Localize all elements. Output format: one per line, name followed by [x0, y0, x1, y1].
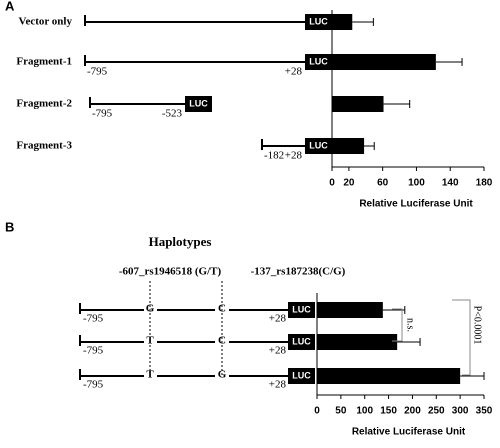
- allele: T: [146, 335, 154, 347]
- position-label: -795: [83, 313, 104, 325]
- position-label: -795: [83, 345, 104, 357]
- x-tick-label: 200: [404, 406, 421, 417]
- bar: [317, 334, 398, 350]
- x-tick-label: 250: [428, 406, 445, 417]
- bar: [317, 368, 461, 384]
- position-label: -795: [87, 66, 108, 78]
- luc-box: [185, 96, 212, 112]
- bracket: [392, 308, 403, 342]
- subtitle: Haplotypes: [149, 234, 212, 249]
- x-tick-label: 0: [329, 178, 335, 189]
- category-label: Vector only: [19, 16, 73, 28]
- bar: [332, 54, 436, 70]
- position-label: -795: [92, 108, 113, 120]
- panel-label: A: [5, 0, 15, 13]
- bracket: [452, 299, 471, 376]
- position-label: +28: [269, 345, 287, 357]
- luc-box: [305, 138, 332, 154]
- bar: [332, 96, 384, 112]
- luc-box: [305, 54, 332, 70]
- allele: C: [218, 335, 226, 347]
- category-label: Fragment-2: [16, 98, 72, 110]
- bar: [317, 302, 383, 318]
- position-label: -182: [264, 150, 284, 162]
- error-bar: [352, 18, 374, 26]
- allele: G: [146, 303, 155, 315]
- panel-label: B: [5, 219, 14, 234]
- x-tick-label: 0: [314, 406, 320, 417]
- bar: [332, 138, 365, 154]
- luc-box: [288, 334, 315, 350]
- x-tick-label: 100: [356, 406, 373, 417]
- x-tick-label: 50: [335, 406, 347, 417]
- annotation: P<0.0001: [472, 306, 483, 345]
- snp-label: -607_rs1946518 (G/T): [119, 266, 222, 278]
- error-bar: [383, 100, 411, 108]
- luc-label: LUC: [292, 304, 311, 314]
- position-label: +28: [269, 313, 287, 325]
- snp-label: -137_rs187238(C/G): [251, 266, 346, 278]
- allele: C: [218, 303, 226, 315]
- x-tick-label: 100: [408, 178, 425, 189]
- position-label: +28: [285, 66, 303, 78]
- luc-box: [305, 14, 332, 30]
- x-tick-label: 140: [442, 178, 459, 189]
- error-bar: [382, 306, 406, 314]
- error-bar: [435, 58, 463, 66]
- allele: T: [146, 369, 154, 381]
- position-label: +28: [285, 150, 303, 162]
- category-label: Fragment-1: [16, 56, 72, 68]
- luc-box: [288, 302, 315, 318]
- x-tick-label: 60: [377, 178, 389, 189]
- position-label: +28: [269, 379, 287, 391]
- luc-label: LUC: [292, 370, 311, 380]
- x-tick-label: 350: [476, 406, 493, 417]
- x-tick-label: 180: [476, 178, 493, 189]
- x-axis-label: Relative Luciferase Unit: [352, 427, 466, 438]
- annotation: n.s.: [405, 318, 416, 332]
- x-tick-label: 150: [380, 406, 397, 417]
- error-bar: [397, 338, 421, 346]
- x-tick-label: 300: [452, 406, 469, 417]
- position-label: -523: [162, 108, 183, 120]
- error-bar: [364, 142, 375, 150]
- category-label: Fragment-3: [16, 140, 72, 152]
- luc-label: LUC: [292, 336, 311, 346]
- luc-label: LUC: [309, 140, 328, 150]
- allele: G: [218, 369, 227, 381]
- luc-label: LUC: [189, 98, 208, 108]
- x-tick-label: 20: [343, 178, 355, 189]
- x-axis-label: Relative Luciferase Unit: [359, 199, 473, 210]
- error-bar: [460, 372, 485, 380]
- position-label: -795: [83, 379, 104, 391]
- luc-label: LUC: [309, 16, 328, 26]
- bar: [332, 14, 353, 30]
- luc-box: [288, 368, 315, 384]
- luc-label: LUC: [309, 56, 328, 66]
